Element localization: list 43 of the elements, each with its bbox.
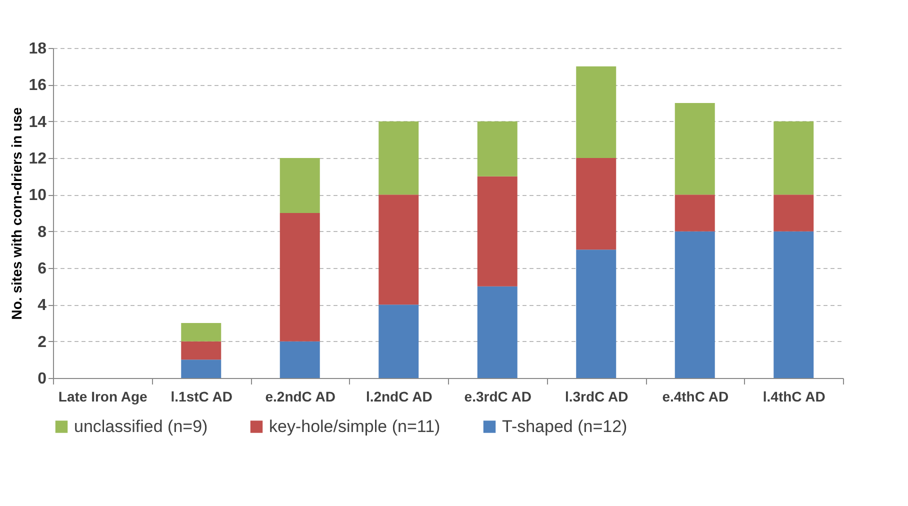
- y-tick-label: 0: [38, 370, 47, 388]
- bar: [378, 194, 419, 305]
- x-tick-label: l.2ndC AD: [366, 388, 432, 404]
- y-tick-label: 12: [28, 150, 47, 168]
- bar: [774, 231, 814, 378]
- bar: [774, 121, 814, 195]
- bar: [181, 323, 222, 342]
- bar: [181, 341, 222, 360]
- bar: [280, 341, 320, 378]
- x-tick-label: e.2ndC AD: [265, 388, 336, 404]
- x-tick-label: l.1stC AD: [170, 388, 232, 404]
- legend-label: key-hole/simple (n=11): [269, 416, 440, 436]
- bar: [181, 360, 222, 378]
- bar: [576, 158, 616, 250]
- legend-label: T-shaped (n=12): [502, 416, 628, 436]
- y-tick-label: 10: [28, 187, 47, 204]
- bar: [477, 286, 518, 378]
- bar: [280, 213, 320, 342]
- y-tick-label: 4: [38, 297, 47, 314]
- y-axis-title: No. sites with corn-driers in use: [8, 107, 25, 320]
- y-tick-label: 8: [38, 224, 47, 241]
- x-tick-label: Late Iron Age: [58, 388, 148, 404]
- x-tick-label: l.4thC AD: [762, 388, 826, 404]
- bar: [674, 103, 715, 195]
- bar: [477, 176, 518, 286]
- legend-label: unclassified (n=9): [74, 416, 208, 436]
- bar: [378, 304, 419, 378]
- x-tick-label: e.4thC AD: [662, 388, 729, 404]
- y-tick-label: 14: [28, 114, 47, 131]
- x-tick-label: l.3rdC AD: [564, 388, 628, 404]
- x-tick-label: e.3rdC AD: [464, 388, 532, 404]
- bar: [674, 231, 715, 378]
- bar: [576, 66, 616, 158]
- bar: [378, 121, 419, 195]
- y-tick-label: 6: [38, 260, 47, 278]
- bar: [280, 158, 320, 213]
- y-tick-label: 16: [28, 77, 47, 94]
- bar: [674, 194, 715, 232]
- bar: [477, 121, 518, 176]
- bar: [576, 250, 616, 378]
- y-tick-label: 18: [28, 40, 47, 58]
- bar: [774, 194, 814, 232]
- y-tick-label: 2: [38, 334, 47, 351]
